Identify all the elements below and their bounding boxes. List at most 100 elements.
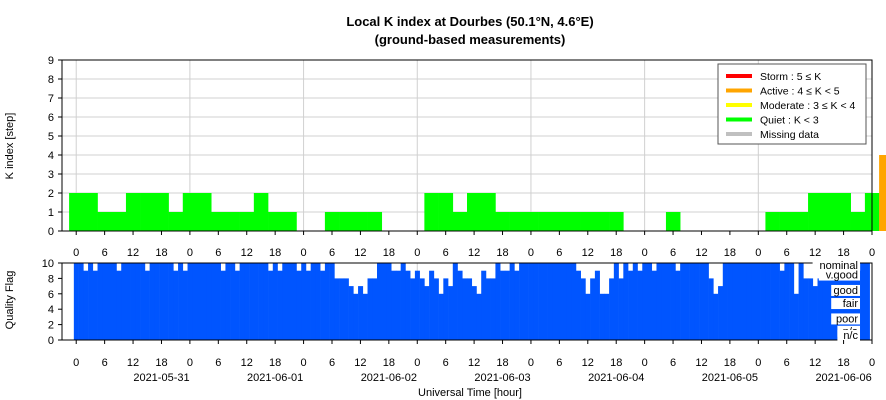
quality-bar [490,278,496,340]
quality-x-tick-label: 6 [784,357,790,369]
kindex-x-tick-label: 0 [73,247,79,259]
quality-bar [860,263,866,340]
quality-bar [282,263,288,340]
quality-bar [590,278,596,340]
kindex-x-tick-label: 12 [582,247,594,259]
quality-bar [727,263,733,340]
quality-bar [476,293,482,340]
kindex-bar [822,193,837,231]
quality-x-tick-label: 0 [414,357,420,369]
quality-bar [528,263,534,340]
quality-x-tick-label: 0 [73,357,79,369]
quality-plot-frame [61,262,873,341]
kindex-x-tick-label: 0 [187,247,193,259]
kindex-bar [125,193,141,231]
quality-bar [135,263,141,340]
quality-y-tick-label: 2 [48,320,54,332]
quality-bar [438,293,444,340]
quality-bar [97,263,103,340]
kindex-bar [225,212,240,231]
quality-flag-label: good [834,285,858,297]
quality-bar [125,263,131,340]
quality-bar [215,263,221,340]
quality-x-tick-label: 18 [383,357,395,369]
quality-bar [178,263,184,340]
kindex-x-tick-label: 0 [301,247,307,259]
quality-bar [410,278,416,340]
quality-bar [381,263,387,340]
kindex-x-tick-label: 12 [241,247,253,259]
kindex-bar [552,212,567,231]
quality-bar [533,263,539,340]
quality-bar [102,263,108,340]
quality-bar [784,263,790,340]
quality-bar [287,263,293,340]
kindex-bar [168,212,184,231]
quality-bar [386,263,392,340]
date-label: 2021-06-03 [474,372,530,384]
quality-x-tick-label: 12 [809,357,821,369]
quality-y-tick-label: 8 [48,273,54,285]
quality-bar [774,263,780,340]
quality-x-tick-label: 18 [496,357,508,369]
quality-x-tick-label: 0 [642,357,648,369]
quality-bar [864,263,870,340]
legend-label-active: Active : 4 ≤ K < 5 [760,86,840,98]
quality-bar [462,278,468,340]
quality-bar [618,278,624,340]
kindex-x-tick-label: 0 [642,247,648,259]
kindex-bar [339,212,354,231]
quality-bar [92,270,98,340]
kindex-x-tick-label: 6 [556,247,562,259]
kindex-y-tick-label: 1 [48,207,54,219]
kindex-bar [83,193,98,231]
kindex-y-tick-label: 8 [48,74,54,86]
quality-bar [665,263,671,340]
kindex-bar [367,212,383,231]
kindex-bar [452,212,468,231]
quality-bar [391,270,397,340]
quality-bar [149,263,155,340]
quality-x-tick-label: 18 [837,357,849,369]
quality-bar [73,263,79,340]
quality-bar [443,278,449,340]
quality-bar [561,263,567,340]
kindex-x-tick-label: 12 [354,247,366,259]
kindex-x-tick-label: 18 [837,247,849,259]
quality-bar [509,263,515,340]
kindex-y-tick-label: 9 [48,55,54,67]
kindex-y-tick-label: 6 [48,112,54,124]
kindex-bar [594,212,610,231]
quality-bar [154,263,160,340]
quality-bar [121,263,127,340]
kindex-bar [197,193,212,231]
kindex-y-tick-label: 4 [48,150,54,162]
quality-bar [130,263,136,340]
quality-bar [547,263,553,340]
date-label: 2021-06-01 [247,372,303,384]
quality-x-tick-label: 6 [556,357,562,369]
kindex-bar [850,212,866,231]
quality-x-tick-label: 0 [755,357,761,369]
quality-flag-label: fair [843,298,859,310]
kindex-bar [509,212,525,231]
kindex-bar [609,212,624,231]
quality-flag-label-bg [831,298,860,310]
quality-y-tick-label: 4 [48,304,54,316]
quality-bar [187,263,193,340]
quality-bar [329,263,335,340]
quality-x-tick-label: 12 [468,357,480,369]
quality-bar [334,278,340,340]
quality-bar [192,263,198,340]
quality-bar [599,293,605,340]
quality-bar [609,278,615,340]
quality-bar [708,278,714,340]
quality-bar [798,263,804,340]
quality-bar [656,263,662,340]
kindex-x-tick-label: 18 [383,247,395,259]
quality-flag-label: nominal [819,260,858,272]
quality-bar [400,263,406,340]
quality-bar [230,263,236,340]
